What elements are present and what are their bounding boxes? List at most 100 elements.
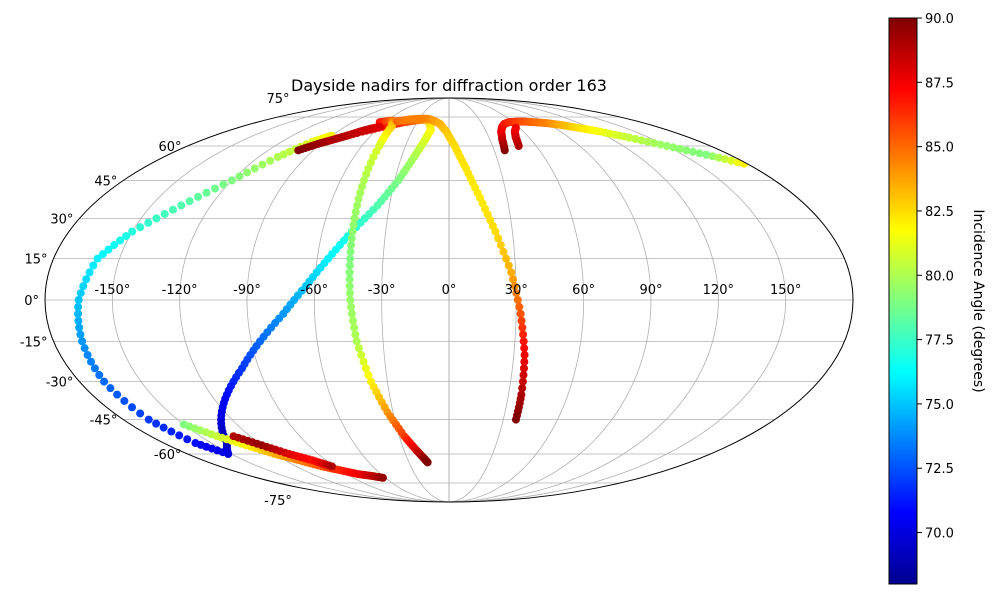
colorbar-ticks: 70.0 72.5 75.0 77.5 80.0 82.5 85.0 87.5 90.0 bbox=[917, 12, 954, 542]
data-point bbox=[104, 245, 113, 254]
data-point bbox=[375, 122, 384, 131]
data-point bbox=[243, 168, 252, 177]
data-point bbox=[227, 176, 236, 185]
data-point bbox=[76, 289, 85, 298]
lat-tick-label: -60° bbox=[154, 448, 182, 463]
data-point bbox=[519, 330, 528, 339]
lat-tick-label: -45° bbox=[90, 414, 118, 429]
data-point bbox=[266, 156, 275, 165]
data-point bbox=[75, 323, 84, 332]
data-point bbox=[100, 377, 109, 386]
data-point bbox=[669, 143, 678, 152]
data-point bbox=[357, 350, 366, 359]
data-point bbox=[351, 207, 360, 216]
data-point bbox=[159, 423, 168, 432]
data-point bbox=[349, 220, 358, 229]
data-point bbox=[79, 282, 88, 291]
data-point bbox=[177, 201, 186, 210]
data-point bbox=[625, 133, 634, 142]
data-point bbox=[354, 344, 363, 353]
chart-title: Dayside nadirs for diffraction order 163 bbox=[291, 76, 607, 95]
data-point bbox=[350, 323, 359, 332]
data-point bbox=[364, 371, 373, 380]
lat-tick-label: 15° bbox=[25, 253, 48, 268]
data-point bbox=[210, 184, 219, 193]
data-point bbox=[349, 316, 357, 325]
data-point bbox=[346, 254, 355, 263]
data-point bbox=[152, 214, 161, 223]
lon-tick-label: -30° bbox=[368, 283, 396, 298]
data-point bbox=[74, 316, 83, 325]
lat-tick-label: 0° bbox=[24, 294, 39, 309]
data-point bbox=[93, 254, 102, 263]
data-point bbox=[519, 337, 528, 346]
data-point bbox=[513, 296, 522, 304]
colorbar-tick-label: 87.5 bbox=[925, 76, 954, 91]
data-point bbox=[348, 227, 357, 236]
data-point bbox=[518, 377, 527, 386]
data-point bbox=[662, 142, 671, 150]
data-point bbox=[89, 261, 98, 270]
lon-tick-label: 90° bbox=[639, 283, 662, 298]
data-point bbox=[491, 227, 500, 236]
data-point bbox=[359, 176, 368, 185]
data-point bbox=[347, 234, 356, 243]
data-point bbox=[347, 241, 356, 250]
map-boundary bbox=[44, 97, 854, 503]
data-point bbox=[83, 350, 92, 359]
data-point bbox=[518, 384, 527, 393]
data-point bbox=[80, 344, 89, 353]
data-point bbox=[510, 282, 519, 291]
colorbar-tick-label: 90.0 bbox=[925, 12, 954, 27]
data-point bbox=[128, 403, 137, 412]
data-point bbox=[509, 275, 517, 284]
data-point bbox=[727, 156, 736, 165]
data-point bbox=[90, 364, 99, 373]
data-point bbox=[185, 197, 194, 206]
lat-tick-label: -15° bbox=[20, 335, 48, 350]
graticule bbox=[45, 98, 853, 502]
data-point bbox=[352, 337, 361, 346]
data-point bbox=[85, 268, 94, 277]
data-point bbox=[160, 210, 169, 219]
data-point bbox=[327, 462, 336, 471]
data-point bbox=[675, 144, 684, 153]
data-point bbox=[144, 415, 153, 424]
data-point bbox=[511, 123, 520, 132]
data-point bbox=[98, 250, 107, 259]
data-point bbox=[511, 415, 520, 424]
data-point bbox=[258, 160, 267, 169]
data-point bbox=[517, 316, 526, 325]
data-point bbox=[202, 188, 211, 197]
colorbar-tick-label: 75.0 bbox=[925, 398, 954, 413]
data-point bbox=[520, 357, 529, 366]
data-point bbox=[144, 218, 153, 227]
data-point bbox=[353, 201, 362, 210]
data-point bbox=[356, 188, 365, 197]
data-point bbox=[423, 458, 432, 467]
data-point bbox=[714, 153, 723, 162]
data-point bbox=[345, 268, 354, 277]
lon-tick-label: 150° bbox=[770, 283, 801, 298]
data-point bbox=[650, 139, 659, 148]
data-point bbox=[637, 136, 646, 145]
data-point bbox=[87, 357, 96, 366]
data-point bbox=[82, 275, 91, 284]
data-point bbox=[136, 223, 145, 232]
data-point bbox=[516, 309, 525, 318]
lon-tick-label: -150° bbox=[94, 283, 130, 298]
data-point bbox=[345, 282, 354, 291]
data-point bbox=[219, 180, 228, 189]
data-point bbox=[346, 247, 355, 256]
lon-tick-label: 30° bbox=[505, 283, 528, 298]
data-point bbox=[520, 350, 529, 359]
lat-tick-label: 60° bbox=[159, 140, 182, 155]
data-point bbox=[695, 149, 704, 158]
data-point bbox=[520, 344, 529, 353]
lat-tick-label: -30° bbox=[46, 376, 74, 391]
data-point bbox=[345, 261, 354, 270]
data-point bbox=[113, 390, 122, 399]
data-point bbox=[346, 296, 355, 304]
data-point bbox=[120, 396, 129, 405]
lon-tick-label: 60° bbox=[572, 283, 595, 298]
